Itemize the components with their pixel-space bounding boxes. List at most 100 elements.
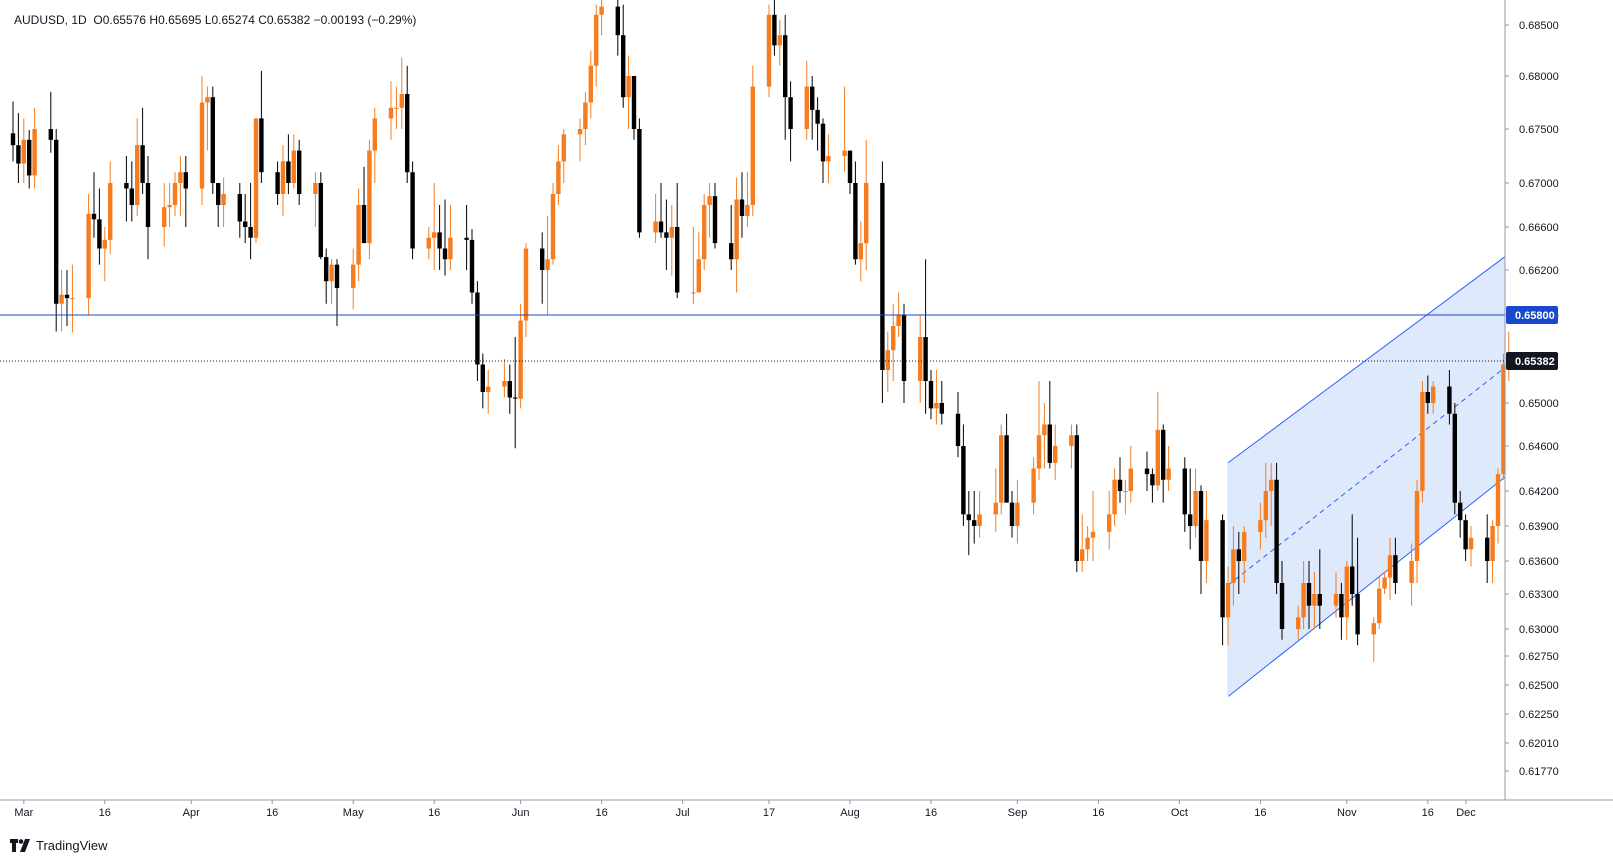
candle[interactable] — [1263, 462, 1268, 538]
candle[interactable] — [48, 91, 53, 153]
candle[interactable] — [1414, 479, 1420, 583]
candle[interactable] — [129, 161, 134, 222]
candle[interactable] — [702, 194, 707, 270]
candle[interactable] — [1431, 381, 1436, 414]
candle[interactable] — [1123, 479, 1128, 515]
candle[interactable] — [1009, 491, 1015, 538]
candle[interactable] — [1031, 457, 1036, 515]
candle[interactable] — [502, 359, 507, 398]
candle[interactable] — [556, 145, 561, 205]
last-price-label[interactable]: 0.65382 — [1506, 351, 1558, 370]
candle[interactable] — [853, 161, 858, 265]
candle[interactable] — [972, 491, 977, 544]
candle[interactable] — [102, 227, 107, 282]
candle[interactable] — [1204, 491, 1209, 583]
candle[interactable] — [664, 199, 669, 271]
candle[interactable] — [1258, 502, 1263, 550]
candle[interactable] — [588, 50, 593, 119]
candle[interactable] — [1382, 572, 1387, 594]
candle[interactable] — [437, 205, 442, 270]
candle[interactable] — [1393, 537, 1398, 594]
candle[interactable] — [599, 0, 604, 36]
candle[interactable] — [810, 76, 815, 140]
candle[interactable] — [367, 139, 372, 260]
candle[interactable] — [1458, 491, 1463, 538]
candle[interactable] — [594, 4, 599, 87]
candle[interactable] — [216, 183, 221, 227]
candle[interactable] — [653, 194, 658, 244]
candle[interactable] — [696, 232, 701, 293]
candle[interactable] — [59, 270, 64, 332]
candle[interactable] — [91, 172, 97, 238]
candle[interactable] — [745, 172, 750, 227]
candle[interactable] — [923, 259, 928, 414]
candle[interactable] — [442, 199, 448, 276]
candle[interactable] — [561, 129, 566, 183]
candle[interactable] — [1053, 424, 1058, 480]
candle[interactable] — [86, 194, 91, 315]
candle[interactable] — [523, 243, 529, 337]
candle[interactable] — [1312, 572, 1317, 629]
candle[interactable] — [885, 331, 890, 393]
candle[interactable] — [1220, 514, 1225, 646]
candle[interactable] — [1490, 520, 1495, 583]
candle[interactable] — [1355, 537, 1360, 646]
candle[interactable] — [1371, 617, 1376, 662]
candle[interactable] — [1501, 353, 1506, 480]
candle[interactable] — [1420, 381, 1425, 503]
candle[interactable] — [361, 166, 367, 244]
candle[interactable] — [486, 370, 491, 414]
candle[interactable] — [1236, 531, 1241, 594]
candle[interactable] — [97, 188, 102, 265]
candle[interactable] — [1452, 403, 1457, 515]
candle[interactable] — [318, 172, 323, 260]
candle[interactable] — [1301, 561, 1306, 629]
candle[interactable] — [297, 139, 302, 205]
candle[interactable] — [847, 150, 853, 194]
candle[interactable] — [1485, 514, 1490, 583]
candle[interactable] — [621, 4, 626, 108]
candle[interactable] — [162, 183, 167, 247]
candle[interactable] — [410, 161, 415, 260]
candle[interactable] — [804, 60, 809, 140]
candle[interactable] — [1015, 479, 1020, 544]
candle[interactable] — [183, 156, 188, 227]
tradingview-brand[interactable]: TradingView — [10, 838, 108, 853]
candle[interactable] — [259, 70, 264, 183]
candle[interactable] — [1004, 413, 1009, 503]
candle[interactable] — [729, 205, 734, 270]
candle[interactable] — [324, 248, 329, 304]
candle[interactable] — [858, 221, 863, 282]
candle[interactable] — [64, 270, 70, 326]
candle[interactable] — [550, 183, 556, 265]
candle[interactable] — [928, 370, 934, 420]
candle[interactable] — [135, 118, 140, 216]
symbol-legend[interactable]: AUDUSD, 1D O0.65576 H0.65695 L0.65274 C0… — [14, 13, 417, 27]
candle[interactable] — [507, 364, 512, 414]
candle[interactable] — [615, 0, 620, 56]
candle[interactable] — [10, 101, 16, 162]
candle[interactable] — [626, 55, 631, 129]
candle[interactable] — [108, 161, 113, 254]
candle[interactable] — [772, 0, 777, 56]
candle[interactable] — [658, 183, 664, 238]
candle[interactable] — [513, 337, 518, 449]
candle[interactable] — [939, 381, 944, 425]
candle[interactable] — [237, 183, 242, 238]
candle[interactable] — [1468, 526, 1474, 567]
candle[interactable] — [1074, 424, 1079, 573]
candle[interactable] — [820, 118, 826, 183]
candle[interactable] — [1107, 491, 1112, 550]
candle[interactable] — [356, 188, 361, 282]
axes[interactable]: 0.68500 0.68000 0.67500 0.67000 0.66600 0.662… — [0, 0, 1613, 819]
candle[interactable] — [243, 194, 248, 244]
candle[interactable] — [1155, 392, 1160, 491]
candle[interactable] — [1495, 468, 1501, 544]
candle[interactable] — [464, 205, 469, 270]
candle[interactable] — [426, 227, 431, 260]
candle[interactable] — [1425, 375, 1430, 414]
candle[interactable] — [329, 259, 334, 304]
candle[interactable] — [32, 107, 37, 189]
candle[interactable] — [999, 424, 1004, 515]
candle[interactable] — [777, 19, 782, 66]
